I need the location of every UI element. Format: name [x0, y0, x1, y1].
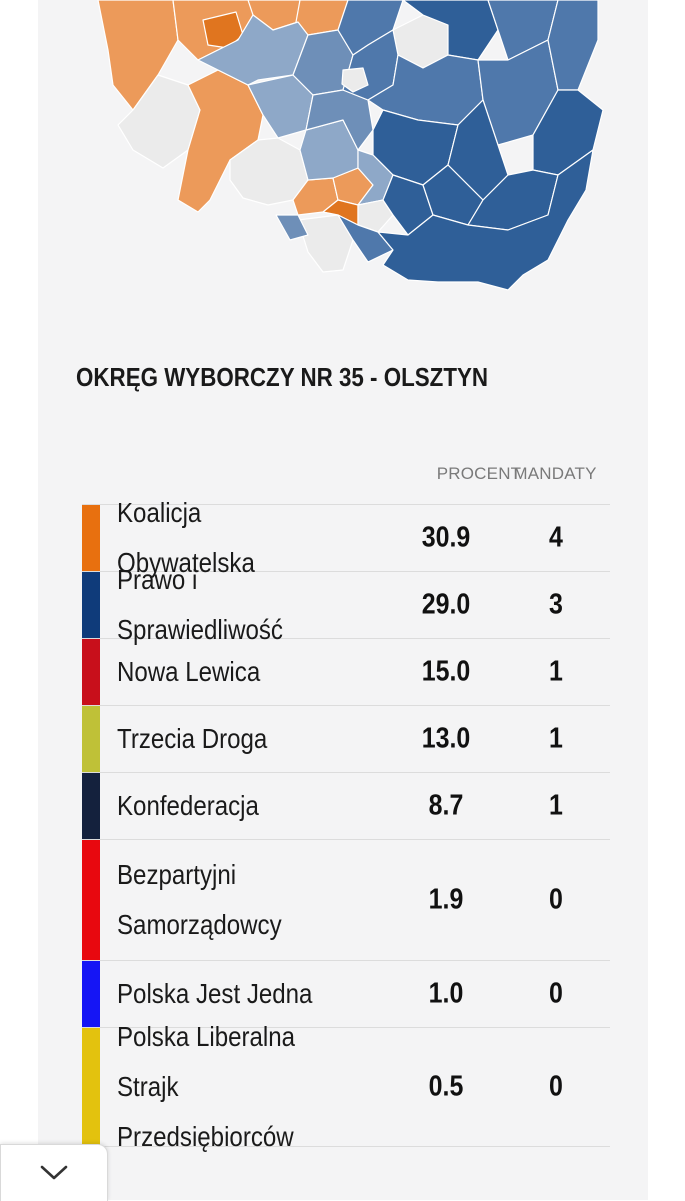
result-row: Polska Liberalna Strajk Przedsiębiorców 0… — [82, 1021, 610, 1152]
party-seats: 0 — [549, 977, 563, 1010]
result-row: Nowa Lewica 15.0 1 — [82, 639, 610, 706]
party-color-bar — [82, 1028, 100, 1146]
result-row: Prawo i Sprawiedliwość 29.0 3 — [82, 564, 610, 645]
party-color-bar — [82, 840, 100, 960]
party-name: Konfederacja — [117, 790, 259, 821]
results-table: Koalicja Obywatelska 30.9 4 Prawo i Sprawie… — [82, 497, 610, 1152]
party-percent: 29.0 — [421, 588, 471, 621]
percent-column-header: PROCENT — [436, 464, 522, 483]
party-seats: 0 — [549, 1070, 563, 1103]
party-color-bar — [82, 639, 100, 705]
party-percent: 13.0 — [421, 722, 471, 755]
party-name: Bezpartyjni Samorządowcy — [117, 859, 282, 940]
map-svg — [97, 0, 604, 291]
party-seats: 1 — [549, 655, 563, 688]
party-seats: 1 — [549, 789, 563, 822]
result-row: Trzecia Droga 13.0 1 — [82, 706, 610, 773]
party-color-bar — [82, 505, 100, 571]
party-color-bar — [82, 773, 100, 839]
district-title: OKRĘG WYBORCZY NR 35 - OLSZTYN — [76, 362, 489, 392]
map-region — [377, 149, 594, 291]
party-seats: 3 — [549, 588, 563, 621]
party-name: Prawo i Sprawiedliwość — [117, 564, 283, 645]
result-row: Bezpartyjni Samorządowcy 1.9 0 — [82, 840, 610, 961]
party-percent: 8.7 — [428, 789, 464, 822]
result-row: Polska Jest Jedna 1.0 0 — [82, 961, 610, 1028]
party-name: Polska Jest Jedna — [117, 978, 313, 1009]
party-name: Nowa Lewica — [117, 656, 261, 687]
party-color-bar — [82, 572, 100, 638]
party-name: Polska Liberalna Strajk Przedsiębiorców — [117, 1021, 296, 1152]
chevron-down-icon — [40, 1165, 68, 1180]
map-region — [275, 214, 309, 241]
party-percent: 0.5 — [428, 1070, 464, 1103]
map-region — [341, 67, 369, 93]
party-seats: 1 — [549, 722, 563, 755]
party-percent: 15.0 — [421, 655, 471, 688]
results-card: OKRĘG WYBORCZY NR 35 - OLSZTYN PROCENT M… — [38, 0, 648, 1200]
map-region — [547, 0, 599, 91]
result-row: Koalicja Obywatelska 30.9 4 — [82, 497, 610, 578]
party-name: Koalicja Obywatelska — [117, 497, 255, 578]
party-percent: 1.0 — [428, 977, 464, 1010]
seats-column-header: MANDATY — [513, 464, 597, 483]
party-name: Trzecia Droga — [117, 723, 268, 754]
map-region — [357, 199, 394, 233]
collapse-toggle-button[interactable] — [0, 1144, 108, 1201]
party-percent: 30.9 — [421, 521, 471, 554]
party-percent: 1.9 — [428, 883, 464, 916]
party-color-bar — [82, 961, 100, 1027]
election-map — [38, 0, 648, 310]
party-seats: 4 — [549, 521, 563, 554]
result-row: Konfederacja 8.7 1 — [82, 773, 610, 840]
party-color-bar — [82, 706, 100, 772]
party-seats: 0 — [549, 883, 563, 916]
